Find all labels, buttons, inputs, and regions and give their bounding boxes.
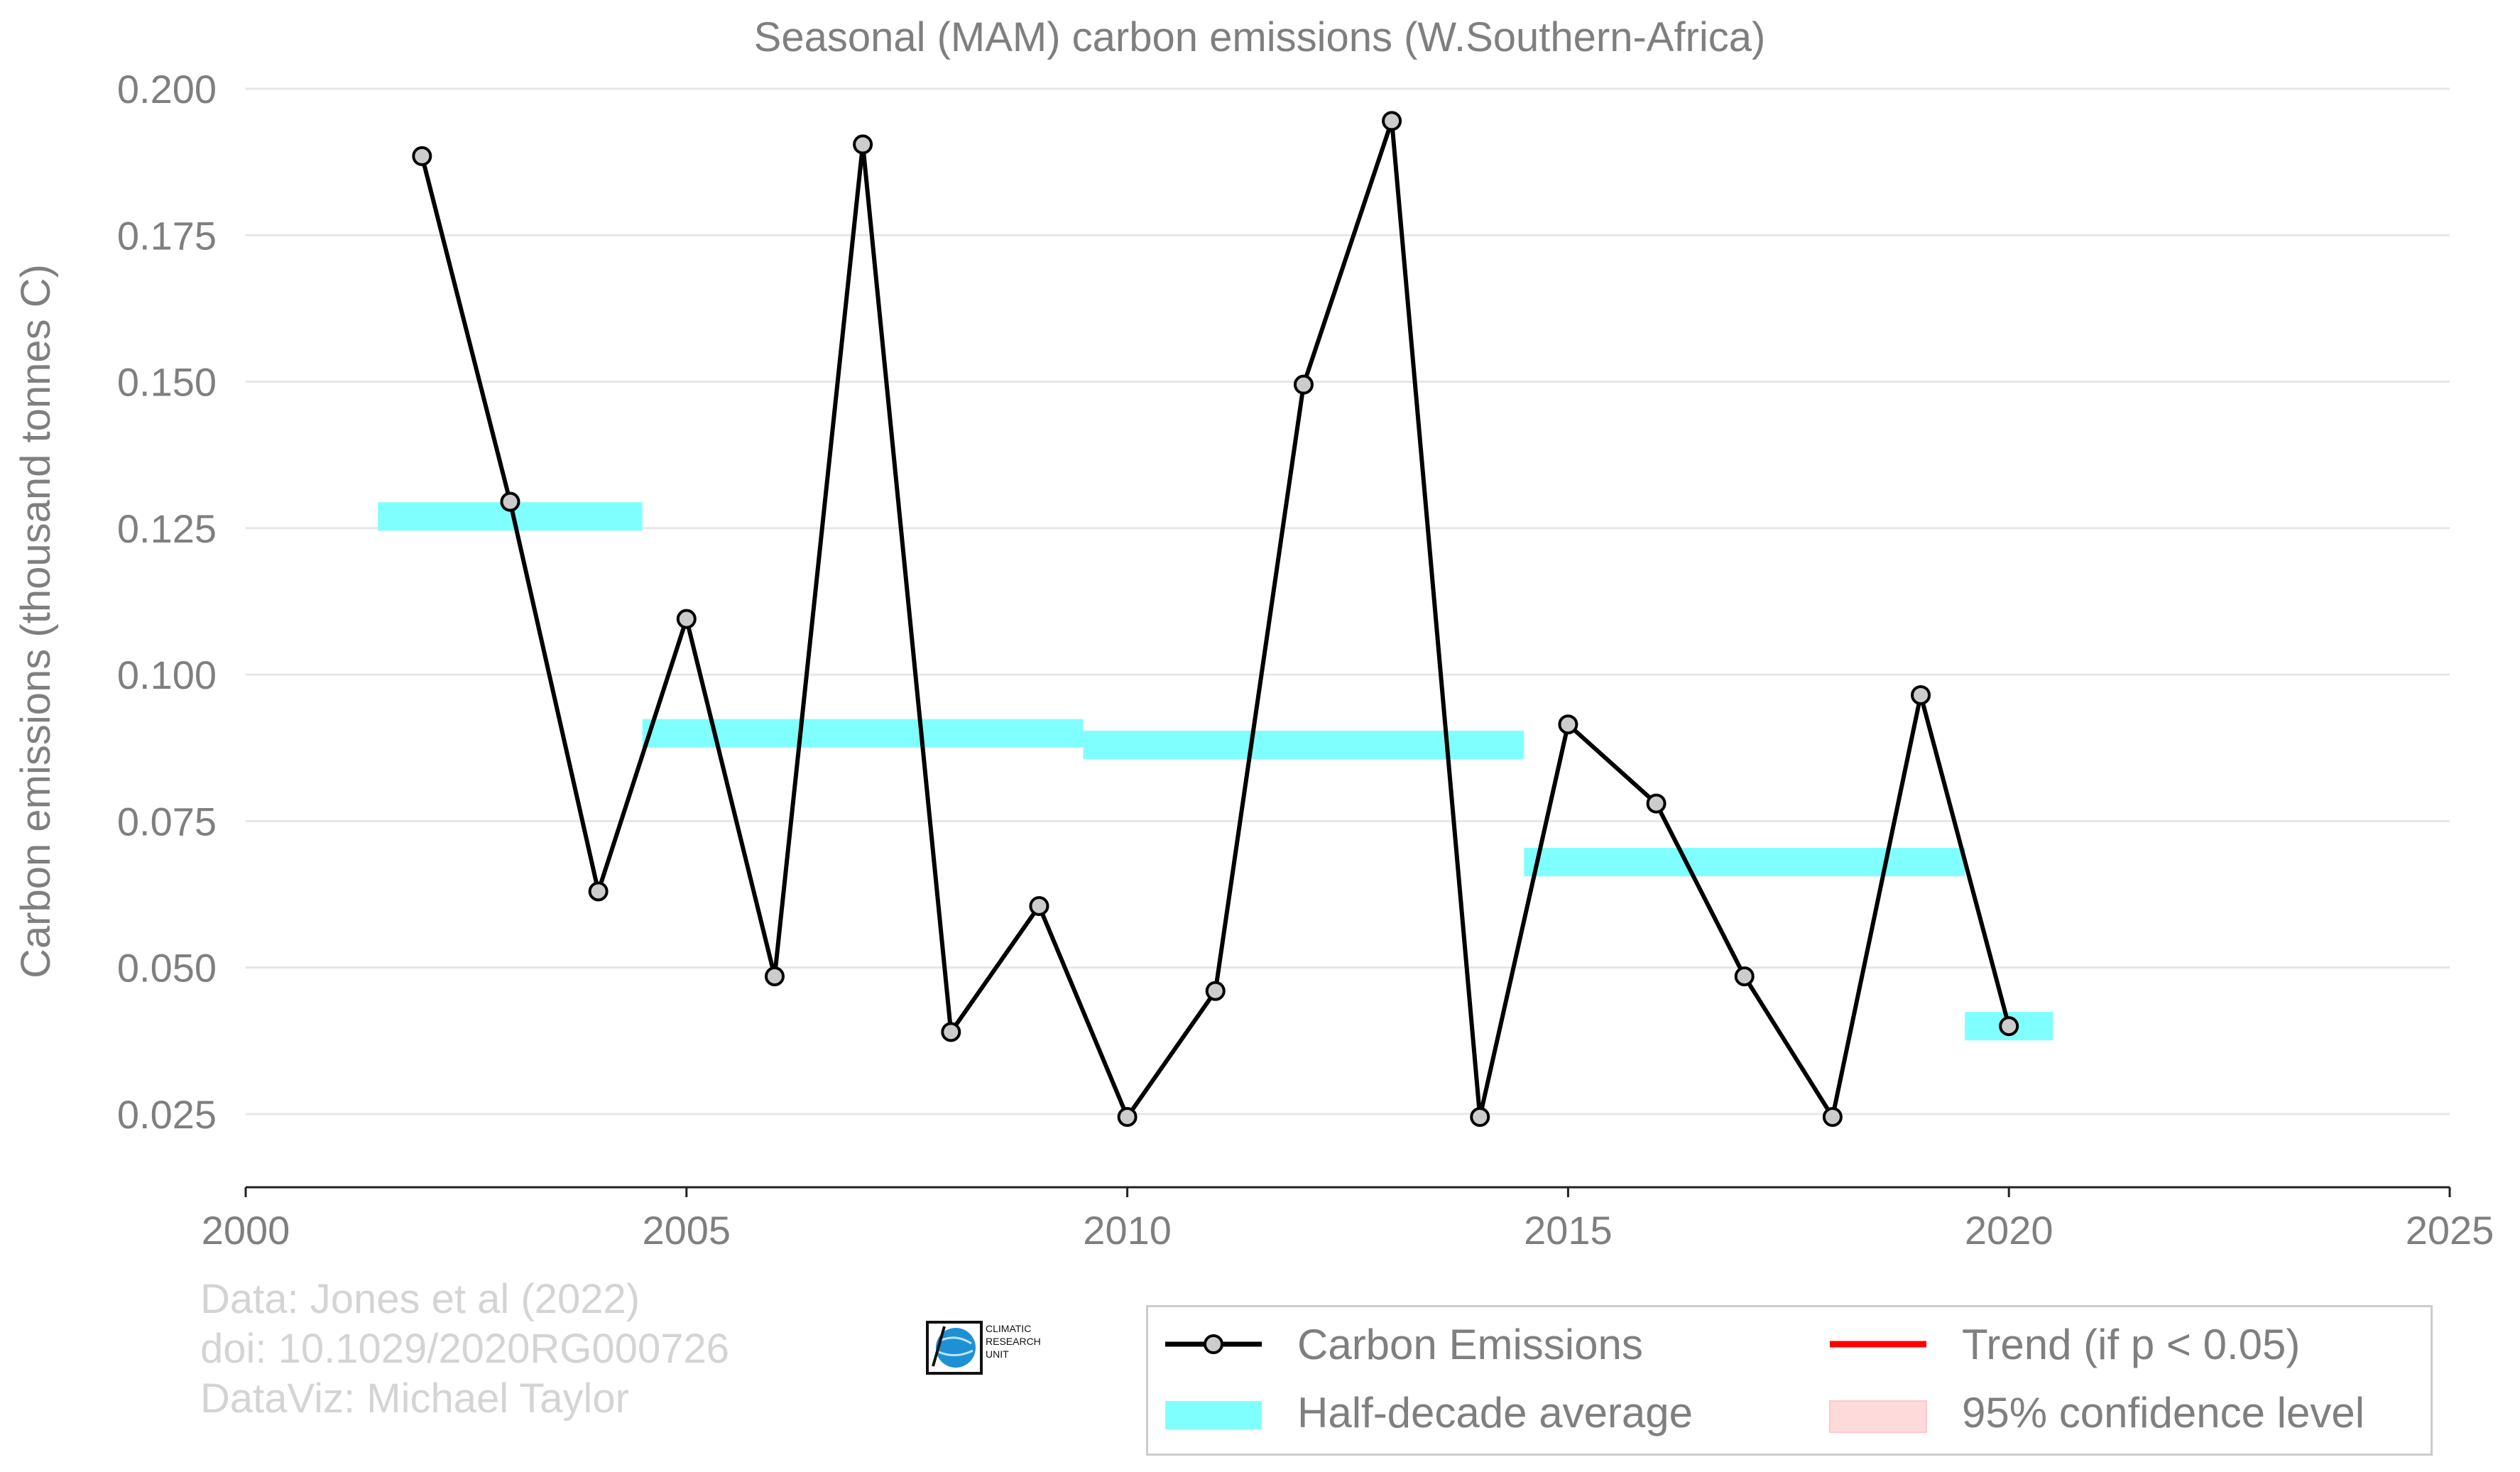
x-tick-label: 2010 bbox=[1083, 1208, 1172, 1253]
y-tick-label: 0.125 bbox=[117, 506, 217, 551]
logo-line-2: RESEARCH bbox=[986, 1336, 1041, 1347]
emissions-point bbox=[1646, 793, 1667, 814]
emissions-series bbox=[412, 111, 2019, 1127]
legend-label-half-decade: Half-decade average bbox=[1297, 1389, 1693, 1436]
y-tick-label: 0.100 bbox=[117, 653, 217, 697]
x-axis bbox=[244, 1186, 2451, 1197]
y-tick-label: 0.175 bbox=[117, 213, 217, 258]
legend-symbol-half-decade bbox=[1165, 1401, 1262, 1429]
emissions-point bbox=[676, 609, 697, 629]
legend-label-emissions: Carbon Emissions bbox=[1297, 1321, 1643, 1368]
emissions-point bbox=[764, 966, 785, 986]
emissions-point bbox=[412, 146, 432, 166]
x-tick-label: 2005 bbox=[643, 1208, 731, 1253]
emissions-point bbox=[1822, 1106, 1843, 1127]
y-axis-label: Carbon emissions (thousand tonnes C) bbox=[13, 264, 59, 978]
legend-symbol-confidence bbox=[1829, 1400, 1927, 1433]
emissions-point bbox=[1029, 895, 1049, 916]
legend-label-confidence: 95% confidence level bbox=[1962, 1389, 2365, 1436]
y-tick-label: 0.200 bbox=[117, 67, 217, 111]
y-tick-label: 0.025 bbox=[117, 1092, 217, 1137]
x-tick-label: 2020 bbox=[1965, 1208, 2053, 1253]
logo-line-1: CLIMATIC bbox=[986, 1323, 1032, 1334]
legend-label-trend: Trend (if p < 0.05) bbox=[1962, 1321, 2301, 1368]
emissions-point bbox=[1470, 1106, 1490, 1127]
y-tick-label: 0.050 bbox=[117, 946, 217, 991]
emissions-point bbox=[1293, 374, 1314, 395]
emissions-point bbox=[1205, 981, 1226, 1001]
emissions-point bbox=[1558, 714, 1578, 735]
credit-data-source: Data: Jones et al (2022) bbox=[200, 1276, 640, 1322]
half-decade-average-bars bbox=[378, 502, 2053, 1041]
x-tick-label: 2015 bbox=[1524, 1208, 1613, 1253]
emissions-point bbox=[853, 134, 873, 155]
tick-labels: 0.025 0.050 0.075 0.100 0.125 0.150 0.175 0.200… bbox=[117, 67, 2494, 1253]
credit-doi: doi: 10.1029/2020RG000726 bbox=[200, 1326, 729, 1372]
gridlines bbox=[246, 87, 2450, 1116]
y-tick-label: 0.150 bbox=[117, 360, 217, 405]
y-tick-label: 0.075 bbox=[117, 799, 217, 844]
emissions-point bbox=[1734, 966, 1755, 986]
half-decade-average-bar bbox=[1524, 848, 1965, 877]
emissions-point bbox=[1999, 1016, 2019, 1037]
chart-title: Seasonal (MAM) carbon emissions (W.South… bbox=[754, 14, 1766, 60]
half-decade-average-bar bbox=[642, 719, 1084, 748]
emissions-point bbox=[1117, 1106, 1138, 1127]
legend: Carbon Emissions Half-decade average Tre… bbox=[1146, 1305, 2433, 1456]
emissions-point bbox=[1911, 685, 1931, 705]
x-tick-label: 2025 bbox=[2406, 1208, 2494, 1253]
cru-globe-icon bbox=[926, 1321, 983, 1375]
legend-symbols bbox=[1165, 1334, 1927, 1433]
emissions-point bbox=[500, 491, 520, 512]
emissions-point bbox=[941, 1022, 961, 1042]
credit-dataviz: DataViz: Michael Taylor bbox=[200, 1375, 629, 1422]
half-decade-average-bar bbox=[1083, 731, 1524, 760]
logo-line-3: UNIT bbox=[986, 1348, 1009, 1360]
cru-logo: CLIMATIC RESEARCH UNIT bbox=[924, 1319, 1074, 1376]
emissions-point bbox=[588, 881, 609, 902]
x-tick-label: 2000 bbox=[202, 1208, 290, 1253]
legend-symbol-emissions-marker bbox=[1204, 1334, 1223, 1354]
emissions-point bbox=[1382, 111, 1402, 131]
